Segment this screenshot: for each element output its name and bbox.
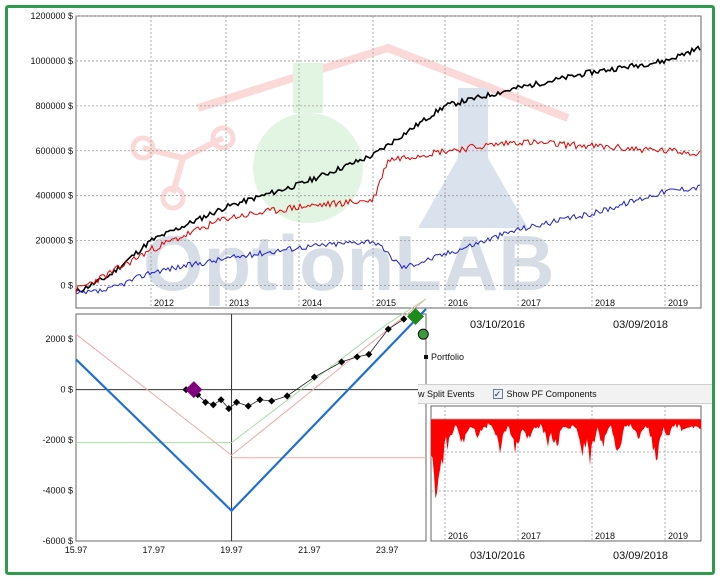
drawdown-area xyxy=(431,419,701,499)
payoff-point xyxy=(400,315,408,323)
payoff-chart[interactable]: 2000 $ 0 $ -2000 $ -4000 $ -6000 $15.97 17.97… xyxy=(8,8,715,575)
legend-portfolio: Portfolio xyxy=(424,352,464,362)
equity-y-tick-label: 200000 $ xyxy=(35,236,73,246)
equity-y-tick-label: 0 $ xyxy=(60,281,73,291)
payoff-point xyxy=(353,353,361,361)
payoff-y-tick-label: -4000 $ xyxy=(42,486,73,496)
watermark-text: OptionLAB xyxy=(143,219,555,307)
show-pf-components-checkbox[interactable]: ✓ xyxy=(492,389,503,399)
equity-year-label: 2016 xyxy=(448,298,468,308)
equity-year-label: 2013 xyxy=(229,298,249,308)
payoff-current-marker xyxy=(417,328,429,340)
payoff-y-tick-label: 2000 $ xyxy=(45,334,73,344)
payoff-point xyxy=(201,398,210,406)
equity-year-label: 2019 xyxy=(668,298,688,308)
drawdown-year-label: 2018 xyxy=(595,531,615,541)
payoff-point xyxy=(225,405,233,413)
payoff-x-tick-label: 15.97 xyxy=(65,545,88,555)
show-pf-components-option[interactable]: ✓ Show PF Components xyxy=(492,389,597,399)
equity-y-tick-label: 800000 $ xyxy=(35,101,73,111)
payoff-ghost-green-line xyxy=(231,298,427,444)
payoff-point xyxy=(268,397,276,405)
equity-year-label: 2012 xyxy=(154,298,174,308)
show-pf-components-label[interactable]: Show PF Components xyxy=(506,389,597,399)
equity-y-tick-label: 400000 $ xyxy=(35,191,73,201)
drawdown-date-label: 03/10/2016 xyxy=(470,550,525,562)
app-frame: OptionLAB 1200000 $ 1000000 $ 800000 $ 6000… xyxy=(5,5,715,575)
payoff-y-tick-label: -2000 $ xyxy=(42,435,73,445)
payoff-point xyxy=(338,358,346,366)
payoff-point xyxy=(209,401,217,409)
equity-portfolio-line xyxy=(75,45,701,293)
equity-date-label: 03/10/2016 xyxy=(470,319,525,331)
payoff-x-tick-label: 23.97 xyxy=(376,545,399,555)
equity-date-label: 03/09/2018 xyxy=(613,319,668,331)
show-split-events-label[interactable]: w Split Events xyxy=(418,389,475,399)
equity-chart[interactable]: 1200000 $ 1000000 $ 800000 $ 600000 $ 400000… xyxy=(8,8,715,575)
drawdown-year-label: 2016 xyxy=(448,531,468,541)
show-split-events-option[interactable]: w Split Events xyxy=(418,389,475,399)
payoff-point xyxy=(217,396,225,404)
payoff-point xyxy=(244,402,252,410)
payoff-start-marker xyxy=(185,381,203,399)
equity-y-tick-label: 1000000 $ xyxy=(30,56,73,66)
payoff-x-tick-label: 21.97 xyxy=(298,545,321,555)
payoff-point xyxy=(365,350,373,358)
payoff-y-tick-label: -6000 $ xyxy=(42,536,73,546)
equity-year-label: 2015 xyxy=(376,298,396,308)
payoff-point xyxy=(384,325,392,333)
payoff-point xyxy=(256,396,264,404)
drawdown-date-label: 03/09/2018 xyxy=(613,550,668,562)
equity-year-label: 2018 xyxy=(595,298,615,308)
drawdown-year-label: 2017 xyxy=(521,531,541,541)
equity-component-blue-line xyxy=(76,184,701,295)
legend-marker xyxy=(424,355,428,359)
drawdown-year-label: 2019 xyxy=(668,531,688,541)
legend-portfolio-label: Portfolio xyxy=(431,352,465,362)
payoff-end-marker xyxy=(407,308,424,326)
payoff-y-tick-label: 0 $ xyxy=(60,385,73,395)
payoff-expiry-line xyxy=(75,308,427,513)
payoff-x-tick-label: 19.97 xyxy=(220,545,243,555)
equity-y-tick-label: 600000 $ xyxy=(35,146,73,156)
watermark: OptionLAB xyxy=(130,43,570,307)
options-toolbar: w Split Events ✓ Show PF Components xyxy=(418,384,712,404)
payoff-point xyxy=(283,392,291,400)
equity-year-label: 2014 xyxy=(302,298,322,308)
payoff-x-tick-label: 17.97 xyxy=(143,545,166,555)
equity-y-tick-label: 1200000 $ xyxy=(30,11,73,21)
equity-year-label: 2017 xyxy=(521,298,541,308)
payoff-ghost-red-line xyxy=(75,298,427,456)
drawdown-chart[interactable]: 2016 2017 2018 2019 03/10/2016 03/09/2018 xyxy=(8,8,715,575)
payoff-point xyxy=(310,373,318,381)
equity-component-red-line xyxy=(75,139,701,293)
payoff-point xyxy=(233,398,241,406)
